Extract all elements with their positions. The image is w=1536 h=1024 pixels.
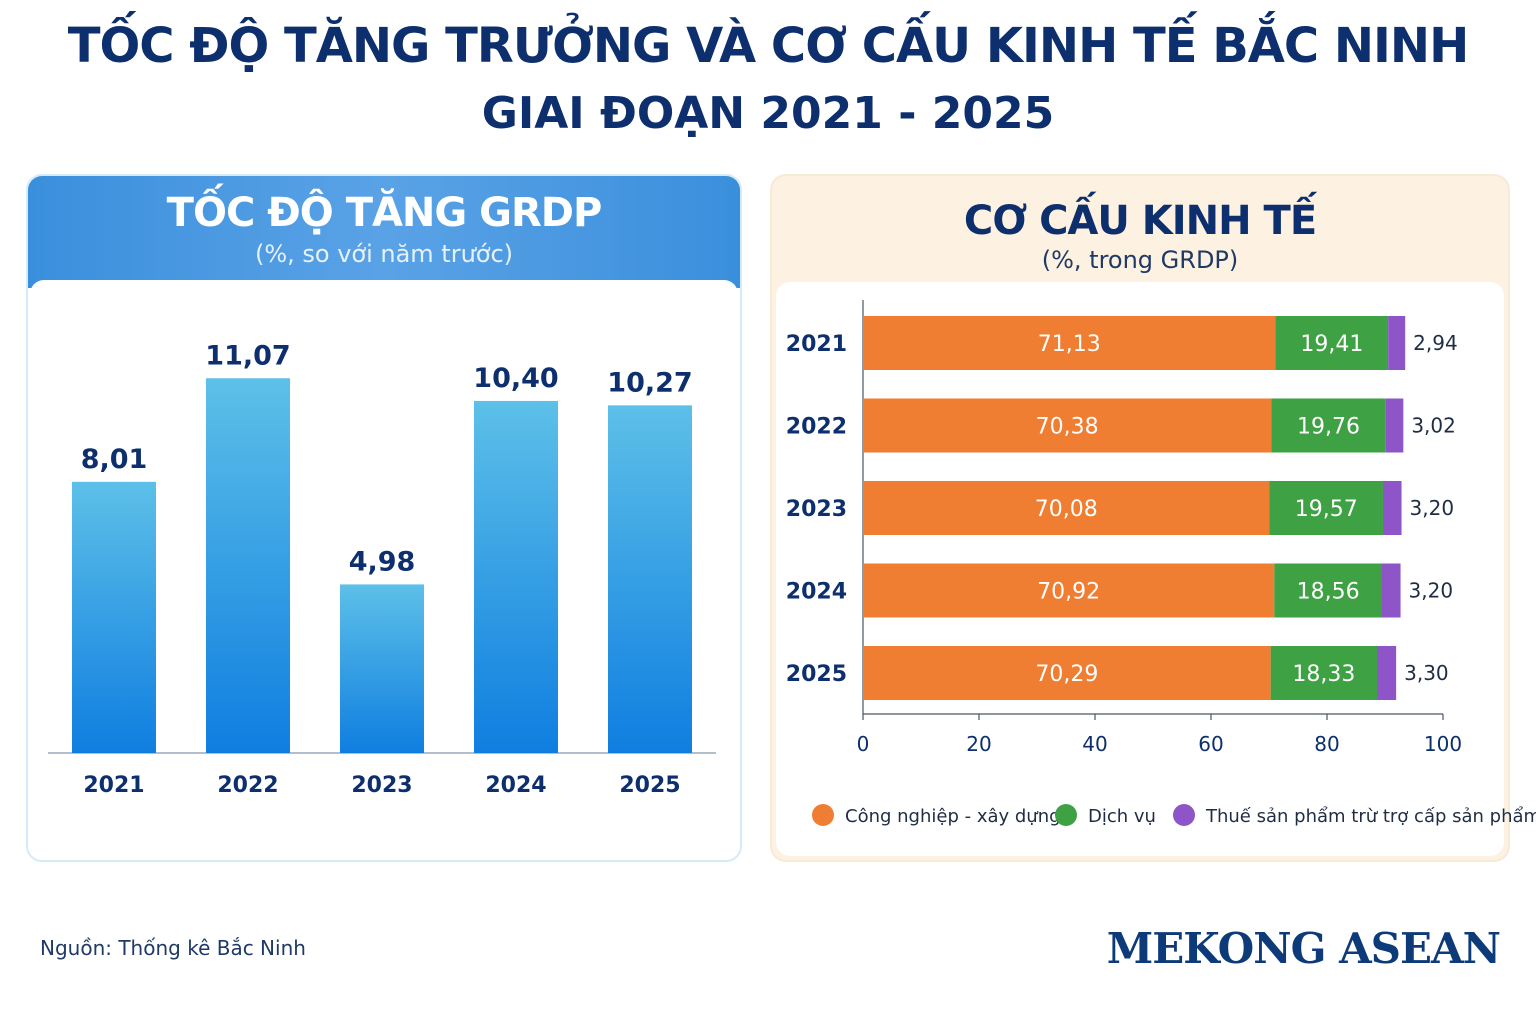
structure-segment-1: [1275, 316, 1389, 370]
structure-segment-label: 19,57: [1295, 497, 1358, 522]
legend-label-0: Công nghiệp - xây dựng: [845, 806, 1061, 827]
structure-segment-1: [1269, 481, 1383, 535]
structure-segment-1: [1274, 563, 1382, 618]
main-title: TỐC ĐỘ TĂNG TRƯỞNG VÀ CƠ CẤU KINH TẾ BẮC…: [67, 18, 1469, 74]
grdp-year-label: 2021: [83, 773, 144, 798]
structure-year-label: 2022: [786, 415, 847, 440]
structure-tax-label: 3,20: [1410, 496, 1455, 520]
grdp-value-label: 10,27: [607, 367, 692, 398]
structure-segment-label: 71,13: [1038, 332, 1101, 357]
structure-segment-label: 70,38: [1036, 415, 1099, 440]
grdp-bar-2024: [474, 400, 558, 753]
legend-label-2: Thuế sản phẩm trừ trợ cấp sản phẩm: [1205, 806, 1536, 827]
structure-tick-label: 40: [1082, 732, 1107, 756]
legend-marker-2: [1173, 804, 1195, 826]
structure-tick-label: 60: [1198, 732, 1223, 756]
structure-tax-label: 3,30: [1404, 661, 1449, 685]
brand-logo: MEKONG ASEAN: [1106, 924, 1501, 973]
legend-marker-1: [1055, 804, 1077, 826]
grdp-year-label: 2024: [485, 773, 546, 798]
structure-tick-label: 20: [966, 732, 991, 756]
structure-segment-label: 19,76: [1297, 415, 1360, 440]
structure-chart-title: CƠ CẤU KINH TẾ: [963, 198, 1317, 244]
structure-segment-1: [1271, 398, 1386, 453]
grdp-value-label: 11,07: [205, 340, 290, 371]
structure-year-label: 2021: [786, 332, 847, 357]
grdp-panel-header: TỐC ĐỘ TĂNG GRDP (%, so với năm trước): [28, 176, 740, 288]
grdp-value-label: 10,40: [473, 363, 558, 394]
grdp-value-label: 4,98: [349, 546, 416, 577]
grdp-value-label: 8,01: [81, 444, 148, 475]
structure-segment-0: [863, 398, 1272, 453]
grdp-year-label: 2023: [351, 773, 412, 798]
grdp-year-label: 2022: [217, 773, 278, 798]
structure-segment-label: 70,08: [1035, 497, 1098, 522]
grdp-bar-2023: [340, 584, 424, 753]
legend-marker-0: [812, 804, 834, 826]
structure-year-label: 2023: [786, 497, 847, 522]
structure-segment-0: [863, 563, 1275, 618]
structure-segment-2: [1381, 563, 1401, 618]
main-subtitle: GIAI ĐOẠN 2021 - 2025: [481, 88, 1055, 139]
structure-stacked-chart: 0 20 40 60 80 100 2021 71,13 19,41 2,94 2022 70,38 1…: [786, 300, 1536, 827]
structure-segment-label: 19,41: [1300, 332, 1363, 357]
structure-year-label: 2025: [786, 662, 847, 687]
structure-segment-0: [863, 316, 1276, 370]
structure-segment-2: [1388, 316, 1406, 370]
structure-segment-label: 18,33: [1292, 662, 1355, 687]
structure-segment-label: 70,92: [1037, 580, 1100, 605]
structure-segment-1: [1270, 646, 1377, 700]
legend-label-1: Dịch vụ: [1088, 806, 1156, 827]
structure-segment-0: [863, 646, 1271, 700]
structure-segment-2: [1382, 481, 1402, 535]
structure-segment-2: [1376, 646, 1397, 700]
structure-tick-label: 0: [857, 732, 870, 756]
structure-chart-subtitle: (%, trong GRDP): [1041, 246, 1239, 274]
structure-segment-label: 70,29: [1035, 662, 1098, 687]
grdp-bar-2022: [206, 378, 290, 753]
grdp-bar-chart: 8,01 2021 11,07 2022 4,98 2023 10,40 2024 10,27 2…: [48, 340, 716, 798]
structure-tick-label: 100: [1424, 732, 1462, 756]
grdp-bar-2025: [608, 405, 692, 753]
grdp-chart-subtitle: (%, so với năm trước): [254, 240, 514, 268]
structure-segment-2: [1385, 398, 1404, 453]
structure-tax-label: 3,20: [1409, 579, 1454, 603]
source-note: Nguồn: Thống kê Bắc Ninh: [40, 936, 306, 960]
structure-tick-label: 80: [1314, 732, 1339, 756]
structure-tax-label: 3,02: [1411, 414, 1456, 438]
structure-segment-0: [863, 481, 1270, 535]
structure-tax-label: 2,94: [1413, 331, 1458, 355]
grdp-chart-title: TỐC ĐỘ TĂNG GRDP: [166, 190, 603, 236]
grdp-year-label: 2025: [619, 773, 680, 798]
structure-year-label: 2024: [786, 580, 847, 605]
grdp-bar-2021: [72, 481, 156, 753]
structure-segment-label: 18,56: [1297, 580, 1360, 605]
